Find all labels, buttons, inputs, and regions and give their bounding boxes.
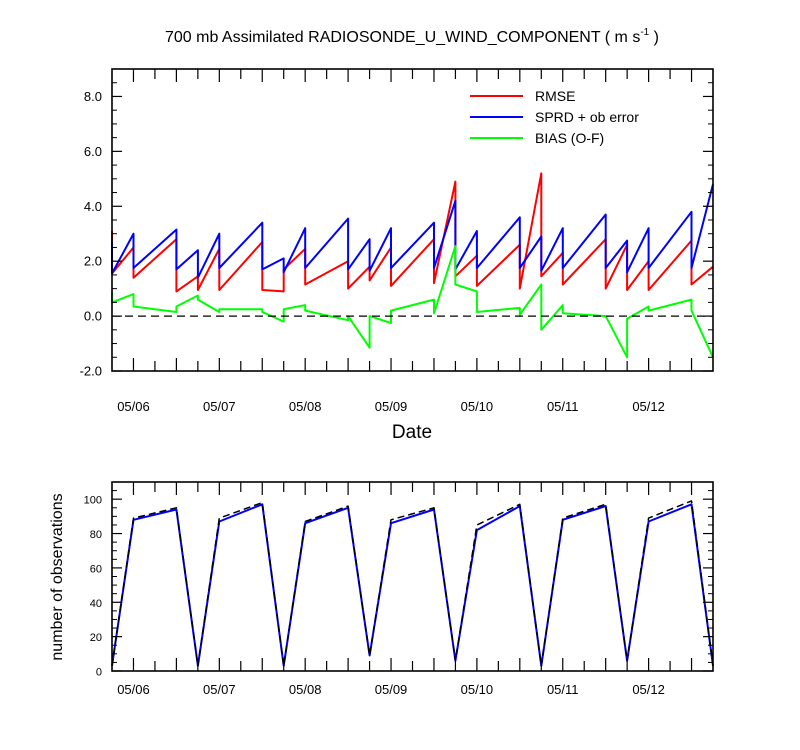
y-tick-label: 40 [90, 598, 102, 610]
y-tick-label: -2.0 [80, 364, 102, 379]
x-tick-label: 05/08 [289, 399, 322, 414]
x-tick-label: 05/10 [461, 682, 494, 697]
series-line-rmse [111, 172, 714, 293]
y-tick-label: 0.0 [84, 309, 102, 324]
x-axis-label: Date [392, 422, 432, 443]
y-axis-label-observations: number of observations [49, 493, 66, 660]
x-tick-label: 05/11 [547, 399, 579, 414]
x-tick-label: 05/11 [547, 682, 579, 697]
y-tick-label: 4.0 [84, 199, 102, 214]
series-line-total [111, 500, 714, 667]
series-line-sprd-ob-error [111, 184, 714, 279]
legend: RMSE SPRD + ob error BIAS (O-F) [470, 88, 639, 146]
chart-title-end: ) [649, 29, 659, 46]
chart-title-superscript: -1 [640, 27, 649, 38]
top-tick-layer: -2.0 0.0 2.0 4.0 6.0 8.0 05/06 05/07 05/08 05/09 0… [80, 68, 713, 414]
top-series-layer [111, 172, 714, 359]
bottom-chart-panel: 0 20 40 60 80 100 05/06 05/07 05/08 05/09 05/10 05/… [84, 481, 714, 697]
x-tick-label: 05/10 [461, 399, 494, 414]
y-tick-label: 8.0 [84, 89, 102, 104]
bottom-series-layer [111, 500, 714, 667]
series-line-bias-o-f [111, 245, 714, 359]
y-tick-label: 60 [90, 563, 102, 575]
x-tick-label: 05/06 [117, 399, 150, 414]
x-tick-label: 05/07 [203, 682, 236, 697]
x-tick-label: 05/09 [375, 682, 408, 697]
y-tick-label: 80 [90, 529, 102, 541]
x-tick-label: 05/12 [632, 682, 665, 697]
legend-label: BIAS (O-F) [535, 130, 604, 146]
chart-title: 700 mb Assimilated RADIOSONDE_U_WIND_COM… [165, 27, 659, 46]
bottom-tick-layer: 0 20 40 60 80 100 05/06 05/07 05/08 05/09 05/10 05/… [84, 481, 713, 697]
x-tick-label: 05/12 [632, 399, 665, 414]
y-tick-label: 6.0 [84, 144, 102, 159]
legend-label: SPRD + ob error [535, 109, 639, 125]
top-chart-panel: -2.0 0.0 2.0 4.0 6.0 8.0 05/06 05/07 05/08 05/09 0… [80, 68, 714, 414]
x-tick-label: 05/07 [203, 399, 236, 414]
legend-label: RMSE [535, 88, 575, 104]
x-tick-label: 05/08 [289, 682, 322, 697]
y-tick-label: 0 [96, 667, 102, 679]
y-tick-label: 100 [84, 495, 102, 507]
x-tick-label: 05/06 [117, 682, 150, 697]
y-tick-label: 2.0 [84, 254, 102, 269]
x-tick-label: 05/09 [375, 399, 408, 414]
chart-title-main: 700 mb Assimilated RADIOSONDE_U_WIND_COM… [165, 29, 640, 46]
y-tick-label: 20 [90, 632, 102, 644]
